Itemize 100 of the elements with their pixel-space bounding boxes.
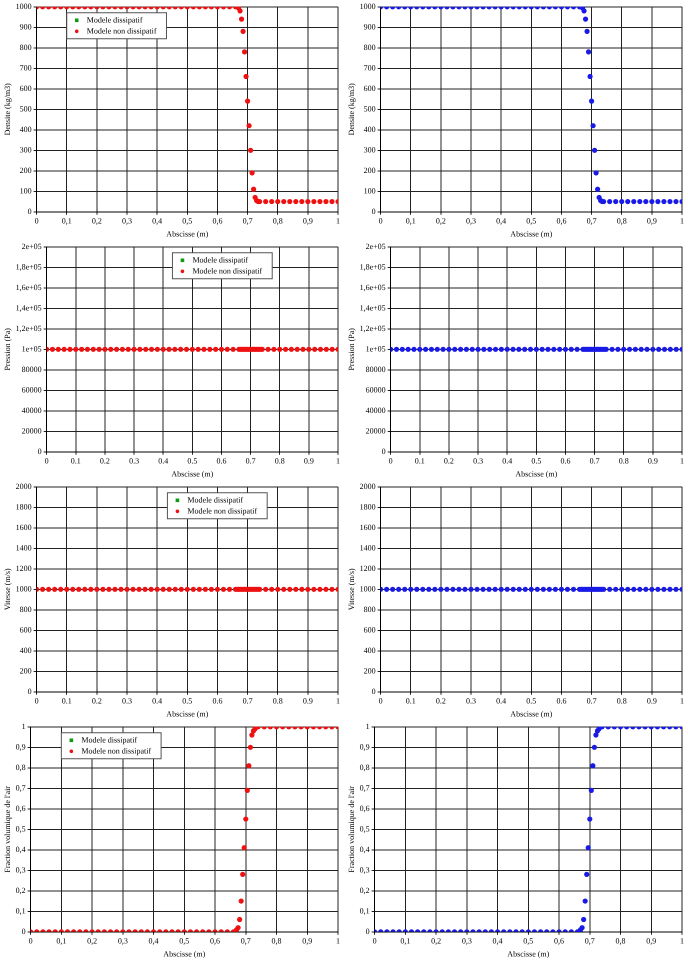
y-tick-label: 0,4 — [360, 844, 370, 854]
y-tick-label: 60000 — [22, 385, 42, 394]
x-tick-label: 0.9 — [304, 456, 314, 466]
y-tick-label: 1800 — [360, 502, 376, 512]
y-tick-label: 1,8e+05 — [360, 262, 386, 272]
x-tick-label: 0,6 — [554, 936, 564, 946]
y-tick-label: 80000 — [366, 364, 386, 374]
y-axis-title: Densite (kg/m3) — [346, 82, 356, 136]
y-tick-label: 20000 — [366, 426, 386, 436]
x-tick-label: 0,3 — [466, 216, 476, 226]
y-tick-label: 1,6e+05 — [16, 282, 42, 292]
x-tick-label: 0.5 — [187, 456, 198, 466]
y-tick-label: 0,9 — [360, 742, 370, 752]
y-tick-label: 800 — [20, 604, 32, 614]
y-tick-label: 0,6 — [16, 804, 26, 813]
y-axis-title: Vitesse (m/s) — [2, 568, 12, 610]
y-tick-label: 40000 — [22, 406, 42, 415]
y-tick-label: 1 — [22, 722, 26, 731]
x-tick-label: 0.7 — [586, 696, 597, 706]
y-tick-label: 600 — [20, 84, 32, 93]
y-tick-label: 300 — [364, 145, 376, 154]
x-tick-label: 1 — [336, 696, 340, 706]
y-tick-label: 500 — [364, 104, 376, 114]
x-tick-label: 0,4 — [148, 936, 159, 946]
y-tick-label: 800 — [364, 604, 376, 614]
y-tick-label: 900 — [20, 22, 32, 32]
y-tick-label: 1800 — [16, 502, 32, 512]
y-tick-label: 700 — [20, 63, 32, 72]
x-axis-title: Abscisse (m) — [166, 229, 209, 238]
x-tick-label: 0.6 — [212, 696, 222, 706]
x-tick-label: 0 — [44, 456, 49, 466]
y-tick-label: 500 — [20, 104, 32, 114]
x-tick-label: 0.5 — [531, 456, 542, 466]
y-tick-label: 2000 — [360, 482, 376, 491]
y-tick-label: 400 — [364, 124, 376, 134]
x-tick-label: 0.8 — [272, 696, 283, 706]
y-tick-label: 0 — [372, 686, 376, 696]
y-tick-label: 0 — [28, 206, 32, 216]
x-axis-title: Abscisse (m) — [515, 469, 558, 478]
x-tick-label: 0.2 — [436, 696, 446, 706]
x-tick-label: 0,3 — [118, 936, 128, 946]
x-axis-title: Abscisse (m) — [510, 229, 553, 238]
x-tick-label: 0.4 — [502, 456, 512, 466]
y-tick-label: 600 — [20, 625, 32, 634]
x-tick-label: 1 — [336, 456, 340, 466]
y-axis-title: Vitesse (m/s) — [346, 568, 356, 610]
y-tick-label: 1,4e+05 — [360, 303, 386, 312]
legend-label: Modele non dissipatif — [86, 26, 157, 36]
y-tick-label: 700 — [364, 63, 376, 72]
x-axis-title: Abscisse (m) — [163, 949, 206, 958]
legend-label: Modele non dissipatif — [192, 266, 263, 276]
legend-label: Modele dissipatif — [187, 495, 244, 504]
x-tick-label: 0,1 — [56, 936, 66, 946]
y-tick-label: 600 — [364, 625, 376, 634]
y-tick-label: 1e+05 — [22, 344, 42, 354]
x-tick-label: 0.2 — [92, 696, 102, 706]
y-tick-label: 0,2 — [360, 886, 370, 895]
y-tick-label: 300 — [20, 145, 32, 154]
y-tick-label: 2000 — [16, 482, 32, 491]
y-axis-title: Pression (Pa) — [2, 328, 12, 371]
y-tick-label: 0 — [28, 686, 32, 696]
y-tick-label: 0 — [366, 926, 370, 936]
y-tick-label: 1000 — [16, 2, 32, 11]
y-tick-label: 1000 — [16, 584, 32, 594]
x-axis-title: Abscisse (m) — [510, 709, 553, 718]
x-tick-label: 0,2 — [92, 216, 102, 226]
y-tick-label: 1,4e+05 — [16, 303, 42, 312]
legend-label: Modele non dissipatif — [187, 506, 258, 516]
y-axis-title: Pression (Pa) — [346, 328, 356, 371]
x-tick-label: 0.8 — [274, 456, 285, 466]
x-tick-label: 0,8 — [272, 936, 282, 946]
x-tick-label: 0,1 — [62, 216, 72, 226]
y-tick-label: 0,7 — [16, 783, 26, 792]
y-tick-label: 0,5 — [360, 824, 370, 834]
y-tick-label: 1000 — [360, 584, 376, 594]
legend-label: Modele dissipatif — [86, 15, 143, 24]
y-tick-label: 900 — [364, 22, 376, 32]
y-tick-label: 0,4 — [16, 844, 26, 854]
y-axis-title: Fraction volumique de l'air — [346, 786, 356, 873]
x-tick-label: 0.6 — [216, 456, 226, 466]
y-tick-label: 1,8e+05 — [16, 262, 42, 272]
x-tick-label: 0.1 — [406, 696, 416, 706]
x-tick-label: 0,3 — [122, 216, 132, 226]
x-tick-label: 0,9 — [646, 216, 657, 226]
x-tick-label: 0.4 — [158, 456, 168, 466]
x-tick-label: 0,7 — [584, 936, 595, 946]
x-tick-label: 1 — [336, 936, 340, 946]
legend-label: Modele dissipatif — [81, 735, 138, 744]
y-tick-label: 400 — [364, 646, 376, 655]
x-tick-label: 0,2 — [436, 216, 446, 226]
y-tick-label: 0,3 — [360, 865, 370, 874]
x-tick-label: 0 — [388, 456, 393, 466]
y-tick-label: 1600 — [16, 522, 32, 532]
x-tick-label: 0.2 — [100, 456, 110, 466]
y-tick-label: 100 — [20, 186, 32, 196]
y-tick-label: 2e+05 — [22, 242, 42, 251]
y-tick-label: 0,8 — [16, 762, 26, 772]
x-tick-label: 0,9 — [302, 216, 313, 226]
x-tick-label: 0.3 — [466, 696, 476, 706]
x-tick-label: 0,5 — [523, 936, 534, 946]
